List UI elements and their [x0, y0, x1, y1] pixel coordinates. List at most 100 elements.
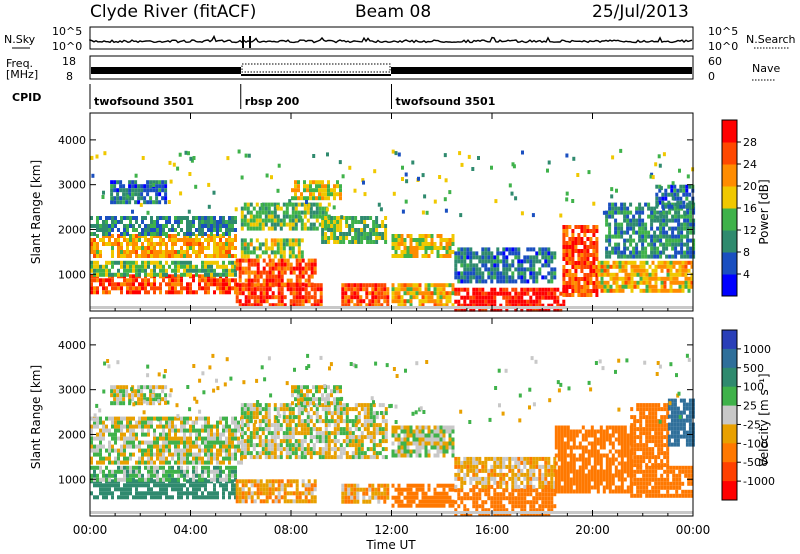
heatmap-cell [490, 275, 494, 280]
heatmap-cell [307, 479, 311, 484]
heatmap-cell [571, 261, 575, 265]
heatmap-cell [623, 210, 627, 215]
heatmap-cell [624, 284, 628, 289]
heatmap-cell [132, 483, 135, 488]
heatmap-cell [454, 263, 458, 268]
heatmap-cell [350, 299, 354, 304]
heatmap-cell [261, 439, 265, 444]
heatmap-cell [650, 238, 654, 243]
heatmap-cell [297, 246, 301, 251]
heatmap-cell [394, 433, 398, 438]
heatmap-cell [306, 393, 309, 398]
heatmap-cell [119, 393, 123, 398]
heatmap-cell [123, 254, 126, 258]
heatmap-cell [162, 416, 165, 421]
heatmap-cell [279, 451, 283, 456]
heatmap-cell [207, 246, 210, 250]
heatmap-cell [556, 287, 560, 292]
heatmap-cell [129, 254, 132, 258]
heatmap-cell [514, 307, 518, 312]
heatmap-cell [216, 440, 219, 445]
heatmap-cell [210, 268, 213, 273]
heatmap-cell [309, 184, 312, 189]
heatmap-cell [259, 274, 263, 279]
heatmap-cell [659, 222, 663, 227]
heatmap-cell [207, 479, 210, 484]
heatmap-cell [291, 401, 294, 406]
heatmap-cell [318, 451, 322, 456]
heatmap-cell [433, 445, 437, 450]
heatmap-cell [255, 210, 259, 215]
heatmap-cell [400, 234, 404, 238]
heatmap-cell [692, 242, 696, 247]
heatmap-cell [265, 173, 269, 178]
heatmap-cell [168, 274, 171, 279]
heatmap-cell [547, 251, 551, 256]
heatmap-cell [258, 419, 262, 424]
heatmap-cell [90, 274, 93, 279]
heatmap-cell [180, 416, 183, 421]
heatmap-cell [339, 196, 342, 201]
heatmap-cell [131, 393, 135, 398]
heatmap-cell [375, 411, 379, 416]
heatmap-cell [96, 432, 99, 437]
heatmap-cell [356, 283, 360, 288]
heatmap-cell [517, 271, 521, 276]
heatmap-cell [383, 495, 387, 500]
heatmap-cell [291, 431, 295, 436]
heatmap-cell [264, 423, 268, 428]
heatmap-cell [114, 469, 117, 474]
heatmap-cell [605, 250, 609, 255]
heatmap-cell [671, 230, 675, 235]
heatmap-cell [391, 299, 395, 304]
heatmap-cell [375, 220, 379, 224]
heatmap-cell [562, 289, 566, 293]
heatmap-cell [122, 397, 126, 402]
heatmap-cell [132, 444, 135, 449]
heatmap-cell [247, 295, 251, 300]
heatmap-cell [306, 401, 309, 406]
heatmap-cell [277, 278, 281, 283]
heatmap-cell [240, 439, 244, 444]
heatmap-cell [268, 295, 272, 300]
heatmap-cell [102, 424, 105, 429]
heatmap-cell [505, 247, 509, 252]
heatmap-cell [234, 272, 237, 277]
heatmap-cell [138, 460, 141, 465]
heatmap-cell [375, 443, 379, 448]
heatmap-cell [126, 238, 129, 242]
heatmap-cell [633, 284, 637, 289]
heatmap-cell [264, 451, 268, 456]
heatmap-cell [611, 210, 615, 215]
heatmap-cell [96, 477, 99, 482]
heatmap-cell [168, 234, 171, 238]
heatmap-cell [159, 444, 162, 449]
heatmap-cell [295, 483, 299, 488]
heatmap-cell [439, 242, 443, 246]
heatmap-cell [574, 273, 578, 277]
heatmap-cell [261, 447, 265, 452]
heatmap-cell [117, 272, 120, 277]
heatmap-cell [91, 173, 95, 178]
heatmap-cell [304, 262, 308, 267]
heatmap-cell [359, 295, 363, 300]
heatmap-cell [234, 234, 237, 238]
heatmap-cell [448, 254, 452, 258]
heatmap-cell [105, 286, 108, 291]
heatmap-cell [241, 487, 245, 492]
heatmap-cell [421, 173, 425, 178]
heatmap-cell [532, 267, 536, 272]
heatmap-cell [505, 263, 509, 268]
heatmap-cell [304, 483, 308, 488]
heatmap-cell [442, 246, 446, 250]
heatmap-cell [438, 175, 442, 179]
heatmap-cell [424, 234, 428, 238]
heatmap-cell [186, 282, 189, 287]
heatmap-cell [478, 271, 482, 276]
heatmap-cell [478, 255, 482, 260]
heatmap-cell [186, 473, 189, 478]
heatmap-cell [487, 259, 491, 264]
heatmap-cell [186, 272, 189, 277]
heatmap-cell [256, 266, 260, 271]
heatmap-cell [556, 295, 560, 300]
